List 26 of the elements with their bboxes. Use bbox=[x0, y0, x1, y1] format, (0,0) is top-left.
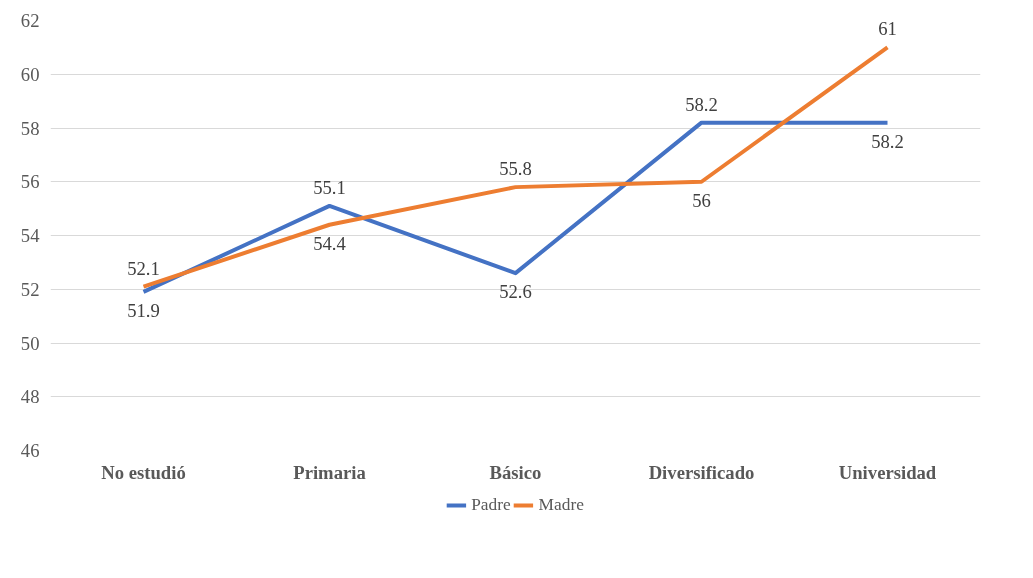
x-tick-label: No estudió bbox=[101, 461, 186, 483]
data-label: 58.2 bbox=[871, 130, 904, 152]
data-label: 58.2 bbox=[685, 93, 718, 115]
data-label: 55.8 bbox=[499, 158, 532, 180]
y-tick-label: 60 bbox=[20, 63, 40, 85]
x-tick-label: Diversificado bbox=[648, 461, 755, 483]
data-label: 61 bbox=[878, 18, 897, 40]
data-label: 52.6 bbox=[499, 281, 532, 303]
data-label: 55.1 bbox=[313, 176, 346, 198]
legend-label: Padre bbox=[471, 495, 511, 515]
data-label: 54.4 bbox=[313, 232, 347, 254]
y-tick-label: 58 bbox=[20, 117, 40, 139]
y-tick-label: 48 bbox=[20, 386, 40, 408]
legend-label: Madre bbox=[538, 495, 584, 515]
y-tick-label: 50 bbox=[20, 332, 40, 354]
x-tick-label: Primaria bbox=[293, 461, 367, 483]
y-tick-label: 54 bbox=[20, 225, 41, 246]
y-tick-label: 52 bbox=[20, 278, 40, 300]
y-tick-label: 56 bbox=[20, 171, 40, 193]
data-label: 52.1 bbox=[127, 257, 160, 279]
data-label: 51.9 bbox=[127, 299, 160, 321]
x-tick-label: Universidad bbox=[838, 461, 937, 483]
y-tick-label: 62 bbox=[20, 10, 40, 31]
data-label: 56 bbox=[692, 189, 711, 211]
x-tick-label: Básico bbox=[489, 461, 542, 483]
y-tick-label: 46 bbox=[20, 440, 40, 461]
